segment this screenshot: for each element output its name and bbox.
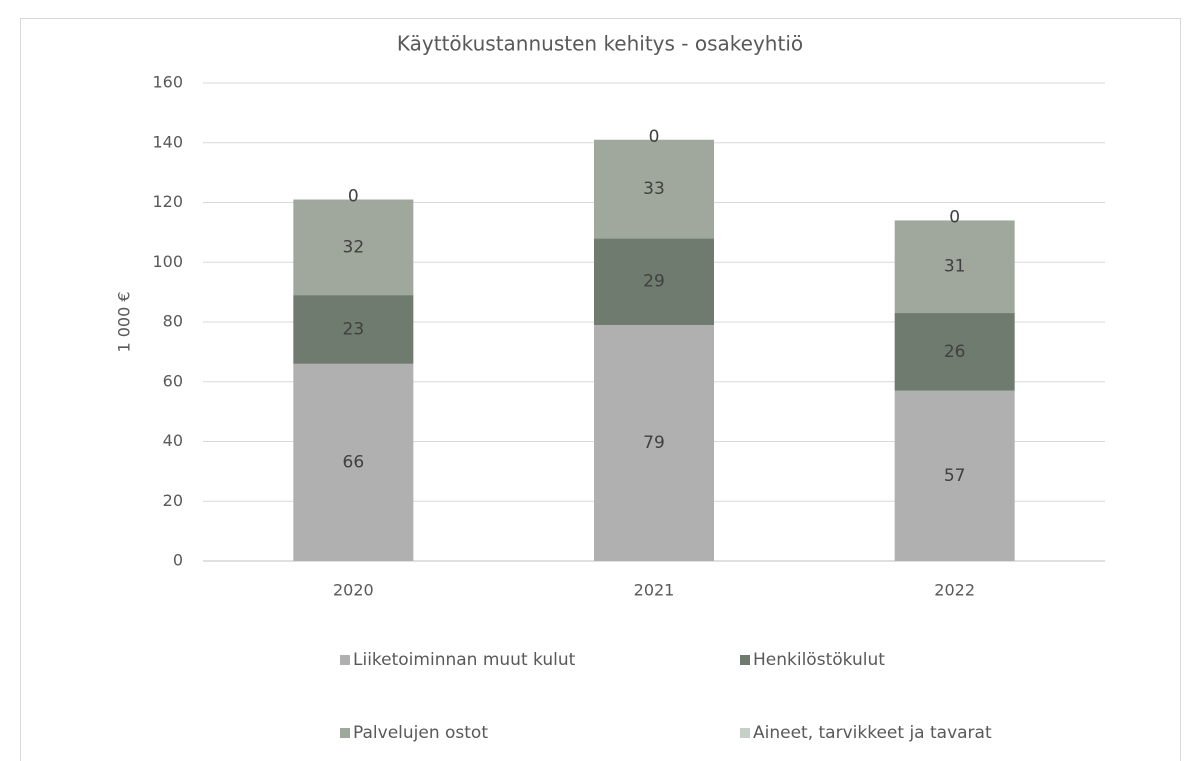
y-axis-label: 1 000 € [115,291,134,352]
bar-segment [293,295,414,364]
data-label: 33 [643,179,665,199]
x-tick-label: 2020 [333,581,374,600]
legend-label: Henkilöstökulut [753,650,885,670]
legend-label: Liiketoiminnan muut kulut [353,650,576,670]
data-label: 26 [944,342,966,362]
legend-marker [740,655,750,665]
legend-marker [740,728,750,738]
legend-marker [340,655,350,665]
y-tick-label: 20 [163,491,183,510]
legend-label: Palvelujen ostot [353,723,488,743]
y-tick-label: 60 [163,371,183,390]
chart-title: Käyttökustannusten kehitys - osakeyhtiö [397,32,803,56]
y-tick-label: 140 [152,132,183,151]
data-label: 0 [649,127,660,147]
y-tick-label: 0 [173,551,183,570]
bar-segment [894,313,1015,391]
legend-label: Aineet, tarvikkeet ja tavarat [753,723,992,743]
data-label: 66 [343,452,365,472]
legend-marker [340,728,350,738]
bar-segment [894,220,1015,314]
bar-segment [293,199,414,296]
bar-segment [894,390,1015,561]
data-label: 0 [348,187,359,207]
y-tick-label: 160 [152,73,183,92]
y-tick-label: 40 [163,431,183,450]
data-label: 31 [944,257,966,277]
bar-segment [594,139,714,239]
data-label: 29 [643,272,665,292]
data-label: 23 [343,319,365,339]
data-label: 0 [949,207,960,227]
x-tick-label: 2021 [634,581,675,600]
bar-segment [594,238,714,325]
data-label: 32 [343,237,365,257]
bar-segment [594,324,714,561]
y-tick-label: 80 [163,312,183,331]
y-tick-label: 120 [152,192,183,211]
x-tick-label: 2022 [934,581,975,600]
y-tick-label: 100 [152,252,183,271]
data-label: 57 [944,466,966,486]
data-label: 79 [643,433,665,453]
bar-segment [293,363,414,561]
